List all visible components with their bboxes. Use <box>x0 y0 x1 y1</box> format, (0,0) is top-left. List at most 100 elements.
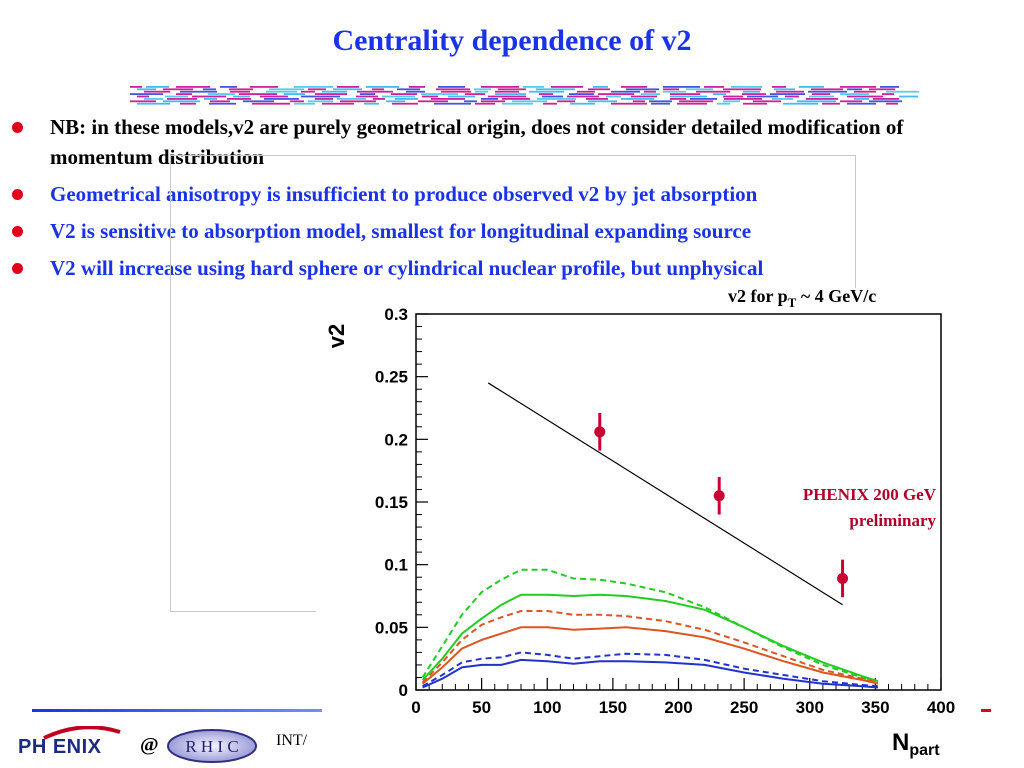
band-stripe <box>144 98 163 100</box>
band-stripe <box>315 98 333 100</box>
band-stripe <box>474 88 491 91</box>
band-stripe <box>250 86 278 88</box>
phenix-logo: PH ENIX <box>18 726 158 764</box>
band-stripe <box>465 93 485 95</box>
band-stripe <box>523 86 544 88</box>
rhic-logo: R H I C <box>167 729 257 763</box>
band-stripe <box>165 95 188 98</box>
band-stripe <box>611 90 640 93</box>
band-stripe <box>663 88 679 91</box>
band-stripe <box>481 86 519 88</box>
band-stripe <box>799 86 824 88</box>
band-stripe <box>436 88 470 91</box>
band-stripe <box>220 86 237 88</box>
band-stripe <box>593 86 608 88</box>
band-stripe <box>723 88 761 91</box>
band-stripe <box>284 93 305 95</box>
band-stripe <box>395 98 418 100</box>
band-stripe <box>873 98 899 100</box>
y-tick-label: 0.3 <box>384 305 408 324</box>
band-stripe <box>137 102 170 105</box>
band-stripe <box>772 86 786 88</box>
band-stripe <box>266 90 297 93</box>
band-stripe <box>812 93 830 95</box>
band-stripe <box>606 95 621 98</box>
chart-title-tail: ~ 4 GeV/c <box>796 288 876 306</box>
band-stripe <box>651 102 670 105</box>
band-stripe <box>670 95 707 98</box>
bullet-dot-icon <box>12 189 23 200</box>
band-stripe <box>290 100 304 103</box>
band-stripe <box>392 102 418 105</box>
band-stripe <box>542 95 563 98</box>
band-stripe <box>382 95 415 98</box>
band-stripe <box>512 100 547 103</box>
band-stripe <box>539 93 553 95</box>
band-stripe <box>137 88 156 91</box>
band-stripe <box>633 100 645 103</box>
band-stripe <box>724 98 762 100</box>
band-stripe <box>208 93 235 95</box>
model-curve-5 <box>422 651 879 688</box>
band-stripe <box>322 102 354 105</box>
band-stripe <box>886 102 898 105</box>
band-stripe <box>204 98 217 100</box>
band-stripe <box>840 86 876 88</box>
band-stripe <box>670 98 686 100</box>
band-stripe <box>529 90 564 93</box>
band-stripe <box>747 95 778 98</box>
rhic-logo-text: R H I C <box>185 737 238 756</box>
band-stripe <box>264 98 299 100</box>
band-stripe <box>731 86 762 88</box>
band-stripe <box>631 95 657 98</box>
annotation-preliminary: preliminary <box>849 511 936 530</box>
band-stripe <box>663 90 686 93</box>
band-stripe <box>598 93 634 95</box>
bullet-text-1: NB: in these models,v2 are purely geomet… <box>50 115 904 169</box>
x-tick-label: 50 <box>472 698 491 717</box>
band-stripe <box>626 88 659 91</box>
band-stripe <box>315 93 347 95</box>
bullet-dot-icon <box>12 263 23 274</box>
band-stripe <box>340 100 376 103</box>
band-stripe <box>704 86 724 88</box>
band-stripe <box>438 86 465 88</box>
band-stripe <box>192 95 226 98</box>
bullet-item-1: NB: in these models,v2 are purely geomet… <box>10 112 1010 172</box>
model-curve-3 <box>421 610 879 684</box>
band-stripe <box>294 86 333 88</box>
band-stripe <box>840 100 862 103</box>
band-stripe <box>772 98 793 100</box>
band-stripe <box>690 98 717 100</box>
band-stripe <box>239 93 277 95</box>
data-point <box>713 490 725 502</box>
y-tick-label: 0.05 <box>375 618 408 637</box>
band-stripe <box>588 100 617 103</box>
band-stripe <box>229 88 253 91</box>
band-stripe <box>495 93 526 95</box>
band-stripe <box>488 95 526 98</box>
band-stripe <box>301 90 315 93</box>
band-stripe <box>260 95 288 98</box>
phenix-logo-text: PH ENIX <box>18 736 102 758</box>
band-stripe <box>677 102 707 105</box>
data-point <box>837 572 849 584</box>
model-curve-1 <box>421 568 879 684</box>
band-stripe <box>570 102 595 105</box>
band-stripe <box>464 100 477 103</box>
model-curve-6 <box>422 658 879 689</box>
band-stripe <box>770 93 805 95</box>
band-stripe <box>567 95 599 98</box>
band-stripe <box>209 102 236 105</box>
bullet-dot-icon <box>12 226 23 237</box>
bullet-text-3: V2 is sensitive to absorption model, sma… <box>50 219 752 243</box>
band-stripe <box>502 98 530 100</box>
band-stripe <box>366 86 399 88</box>
bullet-item-4: V2 will increase using hard sphere or cy… <box>10 253 1010 283</box>
band-stripe <box>233 95 250 98</box>
band-stripe <box>322 90 347 93</box>
x-tick-label: 350 <box>861 698 889 717</box>
band-stripe <box>434 102 471 105</box>
band-stripe <box>809 95 834 98</box>
v2-chart: 0 50 100 150 200 250 300 350 400 0 0.05 0.1 0.15 0.2 0… <box>316 288 986 768</box>
